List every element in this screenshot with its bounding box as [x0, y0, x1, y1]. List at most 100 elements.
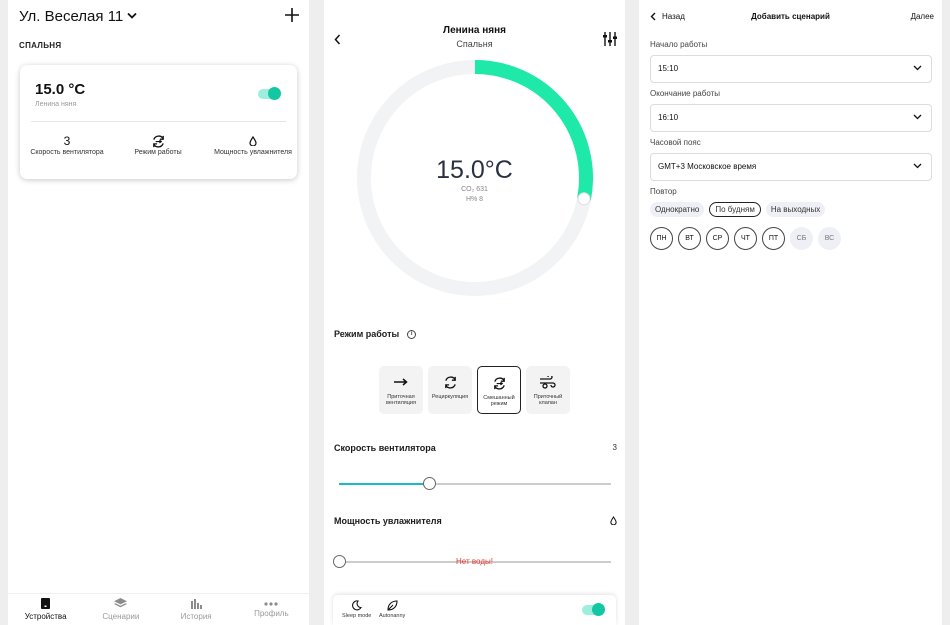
- layers-icon: [114, 598, 128, 608]
- address-title: Ул. Веселая 11: [19, 8, 124, 25]
- devices-screen: Ул. Веселая 11 СПАЛЬНЯ 15.0 °C Ленина ня…: [8, 0, 309, 625]
- room-label: СПАЛЬНЯ: [19, 41, 62, 50]
- mode-supply-label: Приточная вентиляция: [386, 394, 416, 407]
- start-time-value: 15:10: [658, 64, 679, 73]
- settings-button[interactable]: [603, 32, 617, 51]
- temperature-dial[interactable]: [357, 60, 593, 296]
- fan-speed-fill: [339, 483, 429, 485]
- mode-heading: Режим работы i: [334, 329, 417, 339]
- droplet-icon: [213, 133, 293, 149]
- chevron-left-icon: [334, 34, 341, 45]
- humidifier-stat: Мощность увлажнителя: [213, 133, 293, 156]
- mode-stat: Режим работы: [133, 133, 183, 156]
- mode-mixed-label: Смешанный режим: [483, 395, 515, 408]
- day-fri[interactable]: ПТ: [762, 227, 785, 250]
- moon-icon: [352, 600, 363, 611]
- mode-supply-valve[interactable]: Приточный клапан: [526, 366, 570, 414]
- chevron-down-icon: [913, 65, 922, 71]
- info-icon[interactable]: i: [407, 329, 417, 339]
- device-title: Ленина няня: [443, 25, 506, 36]
- humidity-readout: H% 8: [465, 196, 484, 203]
- chevron-left-icon: [650, 12, 656, 21]
- repeat-weekdays-chip[interactable]: По будням: [709, 202, 761, 217]
- back-button[interactable]: [334, 32, 341, 50]
- timezone-select[interactable]: GMT+3 Московское время: [650, 153, 932, 181]
- fan-speed-slider[interactable]: [339, 477, 611, 490]
- add-device-button[interactable]: [285, 2, 299, 28]
- tab-history[interactable]: История: [159, 594, 234, 625]
- weekday-picker: ПН ВТ СР ЧТ ПТ СБ ВС: [650, 227, 841, 250]
- more-dots-icon: [264, 601, 278, 606]
- mixed-mode-icon: [492, 375, 507, 391]
- dial-knob[interactable]: [577, 192, 591, 206]
- fan-speed-value: 3: [612, 443, 617, 452]
- arrow-right-icon: [394, 374, 408, 390]
- autonanny-toggle[interactable]: [582, 603, 605, 616]
- device-icon: [41, 598, 51, 609]
- tab-history-label: История: [180, 611, 212, 621]
- mode-mixed[interactable]: Смешанный режим: [477, 366, 521, 414]
- start-time-label: Начало работы: [650, 40, 708, 49]
- wind-valve-icon: [540, 374, 556, 390]
- bar-chart-icon: [190, 598, 202, 609]
- device-card[interactable]: 15.0 °C Ленина няня 3 Скорость вентилято…: [20, 65, 297, 179]
- day-tue[interactable]: ВТ: [678, 227, 701, 250]
- humidifier-knob[interactable]: [333, 555, 346, 568]
- back-label: Назад: [662, 12, 685, 21]
- humidifier-slider[interactable]: [333, 555, 611, 568]
- next-button[interactable]: Далее: [910, 12, 934, 21]
- back-button[interactable]: Назад: [650, 12, 685, 21]
- sliders-icon: [603, 32, 617, 46]
- day-wed[interactable]: СР: [706, 227, 729, 250]
- repeat-options: Однократно По будням На выходных: [650, 202, 826, 217]
- tab-scenarios[interactable]: Сценарии: [83, 594, 158, 625]
- day-sun[interactable]: ВС: [818, 227, 841, 250]
- humidifier-heading: Мощность увлажнителя: [334, 516, 442, 526]
- leaf-icon: [387, 600, 398, 611]
- dial-progress-arc: [474, 60, 593, 201]
- start-time-select[interactable]: 15:10: [650, 55, 932, 83]
- timezone-label: Часовой пояс: [650, 138, 701, 147]
- mode-supply-ventilation[interactable]: Приточная вентиляция: [379, 366, 423, 414]
- device-room: Спальня: [456, 39, 493, 49]
- end-time-select[interactable]: 16:10: [650, 104, 932, 132]
- address-selector[interactable]: Ул. Веселая 11: [19, 8, 137, 25]
- tab-devices[interactable]: Устройства: [8, 594, 83, 625]
- autonanny-button[interactable]: Autonanny: [379, 600, 405, 619]
- day-mon[interactable]: ПН: [650, 227, 673, 250]
- plus-icon: [285, 8, 299, 22]
- fan-speed-stat: 3 Скорость вентилятора: [28, 133, 106, 156]
- tab-scenarios-label: Сценарии: [102, 612, 140, 621]
- sleep-mode-label: Sleep mode: [342, 613, 372, 619]
- chevron-down-icon: [127, 10, 137, 22]
- power-toggle[interactable]: [258, 87, 281, 100]
- current-temperature: 15.0°C: [436, 156, 513, 184]
- fan-speed-knob[interactable]: [422, 477, 436, 490]
- autonanny-label: Autonanny: [379, 613, 406, 619]
- mode-valve-label: Приточный клапан: [533, 394, 563, 407]
- card-temperature: 15.0 °C: [35, 81, 86, 98]
- repeat-weekends-chip[interactable]: На выходных: [765, 202, 826, 217]
- page-title: Добавить сценарий: [751, 12, 830, 21]
- droplet-icon: [610, 516, 617, 527]
- end-time-label: Окончание работы: [650, 89, 721, 98]
- tab-devices-label: Устройства: [24, 612, 67, 621]
- mode-recirculation[interactable]: Рециркуляция: [428, 366, 472, 414]
- fan-speed-heading: Скорость вентилятора: [334, 443, 436, 453]
- day-sat[interactable]: СБ: [790, 227, 813, 250]
- end-time-value: 16:10: [658, 113, 679, 122]
- fan-speed-label: Скорость вентилятора: [30, 149, 104, 156]
- bottom-tab-bar: Устройства Сценарии История Профиль: [8, 593, 309, 625]
- card-device-name: Ленина няня: [35, 101, 77, 108]
- repeat-once-chip[interactable]: Однократно: [650, 202, 705, 217]
- day-thu[interactable]: ЧТ: [734, 227, 757, 250]
- tab-profile-label: Профиль: [254, 608, 289, 618]
- humidifier-stat-label: Мощность увлажнителя: [214, 149, 292, 156]
- card-divider: [31, 121, 286, 122]
- tab-profile[interactable]: Профиль: [234, 594, 309, 625]
- fan-speed-value: 3: [63, 134, 71, 148]
- mode-selector: Приточная вентиляция Рециркуляция Смешан…: [379, 366, 570, 414]
- no-water-warning: Нет воды!: [456, 557, 493, 566]
- sleep-mode-button[interactable]: Sleep mode: [342, 600, 371, 619]
- co2-readout: CO₂ 631: [461, 186, 488, 193]
